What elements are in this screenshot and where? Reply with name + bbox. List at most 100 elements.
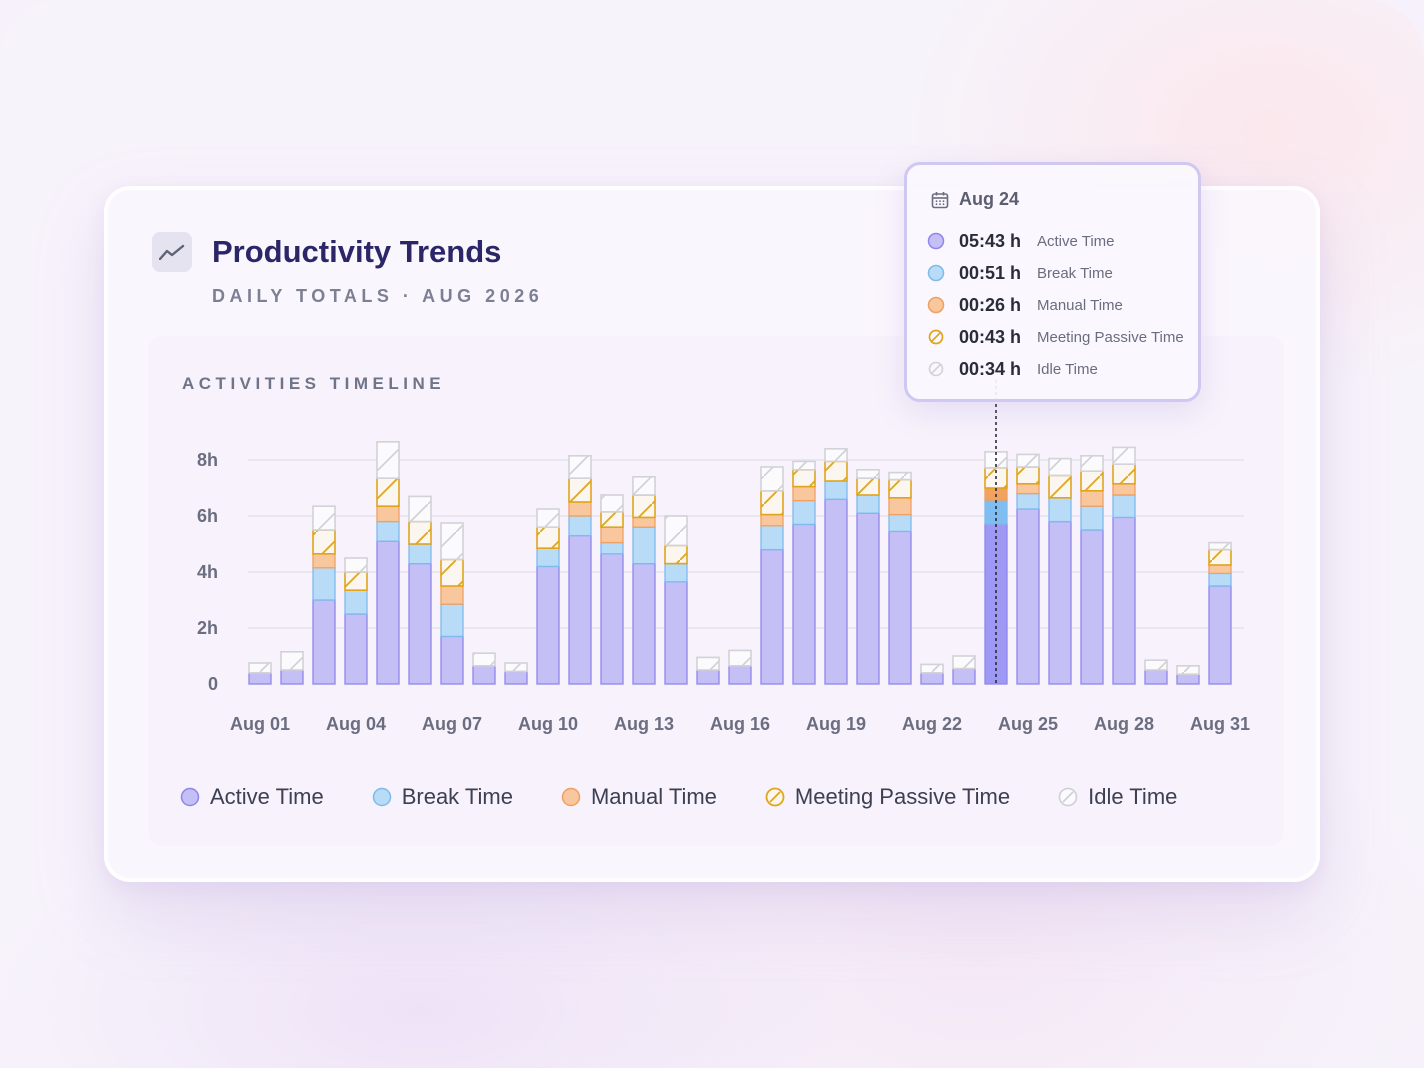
bar-segment-meeting [632, 494, 656, 519]
trend-line-icon[interactable] [152, 232, 192, 272]
bar-segment-active [504, 670, 528, 685]
bar-segment-idle [952, 655, 976, 670]
bar-segment-meeting [888, 478, 912, 499]
bar-segment-idle [1112, 446, 1136, 466]
x-tick-label: Aug 25 [998, 714, 1058, 734]
manual-time-swatch-icon [927, 296, 945, 314]
bar-segment-active [632, 562, 656, 685]
bar-segment-break [1208, 572, 1232, 587]
bar-segment-break [632, 526, 656, 565]
x-tick-label: Aug 10 [518, 714, 578, 734]
tooltip-value: 05:43 h [959, 230, 1022, 251]
bar-segment-active [312, 599, 336, 685]
legend-item-manual[interactable]: Manual Time [561, 784, 717, 810]
bar-segment-active [344, 613, 368, 685]
legend-label: Manual Time [590, 784, 717, 809]
bar-segment-active [472, 665, 496, 685]
bar-segment-meeting [376, 477, 400, 507]
bar-segment-meeting [440, 558, 464, 587]
bar-segment-active [1176, 673, 1200, 685]
bar-segment-break [312, 567, 336, 601]
bar-segment-break [664, 562, 688, 583]
bar-segment-manual [440, 585, 464, 605]
legend-item-active[interactable]: Active Time [180, 784, 324, 810]
y-tick-label: 0 [208, 674, 218, 694]
active-time-swatch-icon [180, 787, 200, 807]
bar-segment-manual [312, 553, 336, 569]
tooltip-label: Idle Time [1037, 360, 1098, 378]
bar-segment-idle [1080, 455, 1104, 473]
tooltip-label: Active Time [1037, 232, 1115, 250]
bar-segment-break [1048, 497, 1072, 523]
bar-segment-break [1016, 492, 1040, 510]
bar-segment-active [824, 498, 848, 685]
bar-segment-break [376, 520, 400, 542]
bar-segment-active [1208, 585, 1232, 685]
bar-segment-idle [664, 515, 688, 547]
bar-segment-meeting [792, 469, 816, 488]
bar-segment-idle [760, 466, 784, 492]
legend-item-break[interactable]: Break Time [372, 784, 513, 810]
x-tick-label: Aug 31 [1190, 714, 1250, 734]
bar-segment-meeting [1208, 548, 1232, 566]
bar-segment-active [600, 553, 624, 685]
bar-segment-break [792, 499, 816, 526]
y-tick-label: 6h [197, 506, 218, 526]
activities-timeline-panel: ACTIVITIES TIMELINE 0 2h 4h 6h 8h Aug 01 Aug 0… [148, 336, 1284, 846]
bar-segment-manual [568, 501, 592, 517]
x-tick-label: Aug 28 [1094, 714, 1154, 734]
tooltip-row-idle: 00:34 h Idle Time [927, 357, 1098, 381]
tooltip-value: 00:51 h [959, 262, 1022, 283]
bar-segment-idle [1048, 457, 1072, 477]
bar-segment-idle [728, 649, 752, 667]
bar-segment-meeting [344, 571, 368, 592]
x-tick-label: Aug 19 [806, 714, 866, 734]
tooltip-date-row: Aug 24 [931, 189, 1019, 210]
bar-segment-break [408, 543, 432, 565]
bar-segment-break [760, 525, 784, 551]
bar-segment-idle [280, 650, 304, 671]
bar-segment-idle [792, 460, 816, 471]
bar-segment-break [568, 515, 592, 537]
bar-segment-break [536, 547, 560, 568]
bar-segment-active [728, 665, 752, 685]
bar-segment-active [856, 512, 880, 685]
meeting-passive-time-swatch-icon [765, 787, 785, 807]
bar-segment-break [888, 513, 912, 533]
y-tick-label: 4h [197, 562, 218, 582]
bar-segment-idle [1016, 453, 1040, 468]
bar-segment-active [248, 672, 272, 685]
bar-segment-break [856, 494, 880, 514]
calendar-icon [931, 191, 949, 208]
bar-segment-idle [1208, 541, 1232, 551]
bar-segment-break [824, 480, 848, 500]
bar-segment-meeting [824, 460, 848, 482]
bar-segment-idle [376, 441, 400, 480]
bar-segment-manual [888, 497, 912, 516]
bar-segment-meeting [312, 529, 336, 555]
bar-segment-active [1112, 516, 1136, 685]
bar-segment-active [696, 669, 720, 685]
chart-tooltip: Aug 24 05:43 h Active Time 00:51 h Break… [904, 162, 1201, 402]
tooltip-label: Manual Time [1037, 296, 1123, 314]
legend-item-meeting[interactable]: Meeting Passive Time [765, 784, 1010, 810]
bar-segment-idle [632, 476, 656, 496]
activities-chart: 0 2h 4h 6h 8h Aug 01 Aug 04 Aug 07 Aug 10 Aug 13 A… [197, 380, 1250, 734]
bar-segment-manual [376, 505, 400, 523]
break-time-swatch-icon [372, 787, 391, 807]
bar-segment-meeting [536, 526, 560, 549]
bar-segment-idle [888, 471, 912, 481]
bar-segment-meeting [856, 477, 880, 496]
idle-time-swatch-icon [928, 361, 944, 377]
page-title: Productivity Trends [212, 234, 502, 269]
bar-segment-break [1112, 494, 1136, 519]
bar-segment-idle [536, 508, 560, 529]
bar-segment-idle [440, 522, 464, 561]
manual-time-swatch-icon [561, 787, 581, 807]
bar-segment-active [1080, 529, 1104, 685]
bar-segment-manual [792, 485, 816, 502]
legend-item-idle[interactable]: Idle Time [1058, 784, 1177, 810]
active-time-swatch-icon [927, 232, 945, 250]
tooltip-row-break: 00:51 h Break Time [927, 261, 1113, 285]
chart-legend: Active Time Break Time Manual Time Meeti… [180, 784, 1225, 810]
